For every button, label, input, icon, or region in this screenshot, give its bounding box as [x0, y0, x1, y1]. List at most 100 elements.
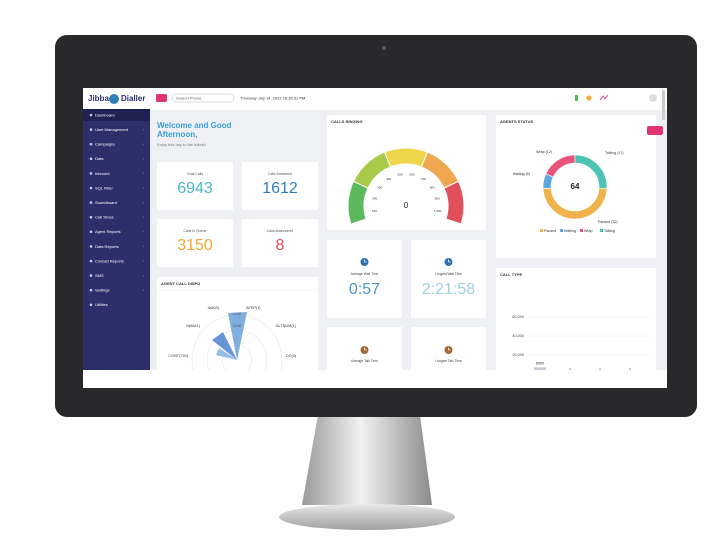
stat-value: 1612 [262, 180, 298, 197]
stat-card [242, 219, 318, 267]
nav-caret: › [143, 172, 145, 176]
legend-label: Waiting [564, 229, 576, 233]
donut-segment [574, 154, 608, 189]
nav-icon [89, 113, 93, 117]
dispo-label: CONT(750) [168, 354, 188, 358]
polar-tick: 3,000 [233, 324, 242, 328]
clock-hand [364, 259, 367, 263]
legend-label: Wrap [584, 229, 593, 233]
nav-caret: › [143, 142, 145, 146]
donut-label: Talking (17) [605, 151, 624, 155]
settings-button[interactable] [647, 126, 663, 135]
gauge-tick: 200 [372, 197, 377, 201]
logo: Jibba [88, 94, 109, 103]
time-card [327, 240, 402, 318]
topbar [83, 88, 667, 110]
nav-item[interactable]: SQL Filter [95, 185, 114, 190]
welcome-title: Afternoon, [157, 130, 197, 139]
sidebar [83, 110, 150, 370]
stat-value: 6943 [177, 180, 213, 197]
gauge-tick: 100 [372, 209, 377, 213]
dispo-label: ALTNUM(1) [276, 324, 297, 328]
gauge-tick: 400 [386, 177, 391, 181]
panel-title: CALLS RINGING [331, 119, 363, 124]
search-placeholder: Search Phone [176, 95, 202, 100]
logo: Dialler [121, 94, 145, 103]
stat-label: Calls Abandoned [267, 229, 294, 233]
nav-icon [89, 128, 93, 131]
legend-swatch [580, 229, 583, 232]
gauge-tick: 1,000 [434, 209, 442, 213]
nav-item[interactable]: Campaigns [95, 142, 115, 147]
polar-wedge [212, 332, 237, 360]
nav-item[interactable]: Dashboard [95, 112, 115, 117]
avatar[interactable] [649, 94, 657, 102]
nav-item[interactable]: Call Times [95, 215, 114, 220]
nav-item[interactable]: Soundboard [95, 200, 117, 205]
nav-item[interactable]: Data [95, 156, 104, 161]
nav-icon [89, 157, 93, 161]
clock-hand [364, 347, 367, 351]
time-value: 2:21:58 [422, 281, 475, 298]
nav-caret: › [143, 259, 145, 263]
nav-icon [89, 303, 93, 307]
nav-item[interactable]: Inbound [95, 171, 109, 176]
nav-icon [89, 215, 93, 219]
y-tick-label: 40,000 [512, 334, 524, 338]
nav-item[interactable]: Data Reports [95, 244, 119, 249]
polar-wedge [216, 348, 237, 360]
bar-label: 0 [629, 368, 631, 372]
dashboard: Jibba Dialler Search Phone Thursday July… [83, 88, 667, 372]
nav-icon [89, 172, 93, 175]
time-value: 0:57 [349, 281, 380, 298]
clock-hand [448, 259, 451, 263]
dispo-label: AFEP(1) [246, 306, 261, 310]
nav-icon [89, 259, 93, 263]
stat-label: Calls Answered [268, 172, 292, 176]
panel-title: AGENT CALL DISPO [161, 281, 200, 286]
mic-icon[interactable] [575, 95, 578, 101]
legend-label: Talking [604, 229, 615, 233]
nav-icon [89, 201, 93, 204]
nav-item[interactable]: Contact Reports [95, 258, 124, 263]
polar-wedge [228, 312, 247, 360]
bar [534, 367, 546, 370]
gauge-tick: 500 [397, 172, 402, 176]
stand-base [279, 504, 455, 530]
gauge-value: 0 [404, 201, 409, 210]
nav-caret: › [143, 128, 145, 132]
bar-label: 0 [569, 368, 571, 372]
nav-item[interactable]: SMS [95, 273, 104, 278]
chart-icon[interactable] [599, 94, 609, 101]
stat-card [242, 162, 318, 210]
nav-caret: › [143, 186, 145, 190]
menu-toggle[interactable] [156, 94, 167, 102]
stat-value: 3150 [177, 237, 213, 254]
time-label: Average Wait Time [351, 272, 379, 276]
donut-label: Wrap (12) [536, 150, 552, 154]
datetime: Thursday July 14, 2022 16:34:31 PM [240, 95, 305, 100]
gauge-tick: 800 [430, 185, 435, 189]
nav-caret: › [143, 215, 145, 219]
nav-item[interactable]: User Management [95, 127, 129, 132]
nav-item[interactable]: Agent Reports [95, 229, 121, 234]
stat-label: Total Calls [187, 172, 203, 176]
nav-item[interactable]: Utilities [95, 302, 108, 307]
search-box[interactable] [171, 93, 235, 103]
nav-caret: › [143, 157, 145, 161]
stat-value: 8 [276, 237, 285, 254]
nav-caret: › [143, 288, 145, 292]
status-icon[interactable] [586, 95, 592, 101]
nav-icon [89, 186, 93, 190]
nav-icon [89, 245, 93, 248]
y-tick-label: 20,000 [512, 353, 524, 357]
legend-swatch [600, 229, 603, 232]
legend-label: Paused [544, 229, 556, 233]
nav-caret: › [143, 274, 145, 278]
donut-total: 64 [571, 182, 580, 191]
logo-icon [109, 94, 119, 104]
nav-item[interactable]: Settings [95, 288, 109, 293]
time-label: Longest Talk Time [435, 359, 462, 363]
stat-card [157, 219, 233, 267]
